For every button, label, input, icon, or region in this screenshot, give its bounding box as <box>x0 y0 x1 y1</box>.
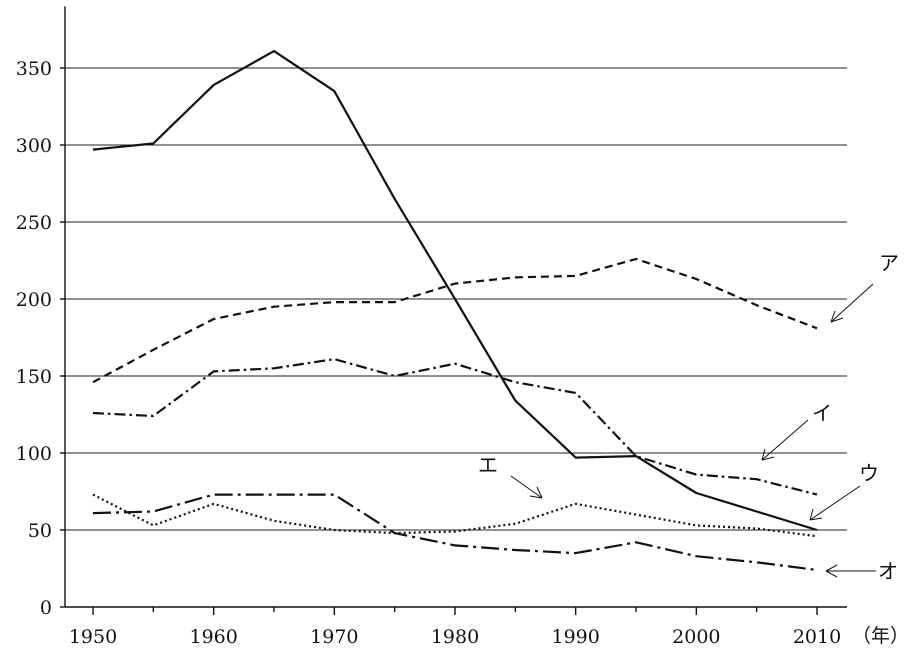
pointer-arrowhead <box>761 448 766 461</box>
x-tick-label: 1950 <box>69 626 117 648</box>
x-tick-label: 2000 <box>672 626 720 648</box>
x-tick-label: 1960 <box>189 626 237 648</box>
pointer-line <box>510 475 543 499</box>
pointer-arrowhead <box>830 310 836 323</box>
pointer-arrowhead <box>536 486 543 499</box>
series-line-4 <box>92 493 818 538</box>
x-tick-label: 1980 <box>431 626 479 648</box>
pointer-arrowhead <box>809 508 814 521</box>
y-tick-label: 0 <box>40 597 52 619</box>
series-label-4: エ <box>478 453 498 477</box>
y-tick-label: 300 <box>16 135 52 157</box>
pointer-line <box>830 283 874 323</box>
series-line-3 <box>92 50 818 532</box>
x-tick-label: 1970 <box>310 626 358 648</box>
axes <box>60 6 847 615</box>
series-lines <box>92 50 818 572</box>
series-label-2: イ <box>812 401 832 425</box>
series-label-pointer-4 <box>510 475 543 499</box>
y-tick-label: 100 <box>16 443 52 465</box>
pointer-arrowhead <box>809 517 823 521</box>
series-line-1 <box>92 257 818 384</box>
pointer-arrowhead <box>761 456 775 461</box>
labels: 0 50 100 150 200 250 300 350 1950 1960 1970 1980 199… <box>16 58 899 648</box>
x-axis-unit-label: （年） <box>852 625 905 647</box>
series-label-5: オ <box>878 559 898 583</box>
pointer-arrowhead <box>825 570 838 578</box>
series-label-3: ウ <box>859 461 879 485</box>
y-tick-label: 250 <box>16 212 52 234</box>
series-label-pointer-3 <box>809 485 861 521</box>
series-line-5 <box>92 493 818 572</box>
x-tick-label: 1990 <box>551 626 599 648</box>
y-tick-label: 150 <box>16 366 52 388</box>
series-label-pointers <box>510 283 876 578</box>
series-line-2 <box>92 358 818 496</box>
series-label-pointer-1 <box>830 283 874 323</box>
x-tick-label: 2010 <box>793 626 841 648</box>
pointer-arrowhead <box>825 564 838 572</box>
y-tick-label: 350 <box>16 58 52 80</box>
series-label-1: ア <box>879 251 899 275</box>
pointer-arrowhead <box>830 317 844 323</box>
series-label-pointer-2 <box>761 419 809 461</box>
y-tick-label: 50 <box>28 520 52 542</box>
series-label-pointer-5 <box>825 564 876 578</box>
pointer-line <box>761 419 809 461</box>
pointer-arrowhead <box>529 495 543 499</box>
y-tick-label: 200 <box>16 289 52 311</box>
pointer-line <box>809 485 861 521</box>
grid-lines <box>65 67 847 531</box>
